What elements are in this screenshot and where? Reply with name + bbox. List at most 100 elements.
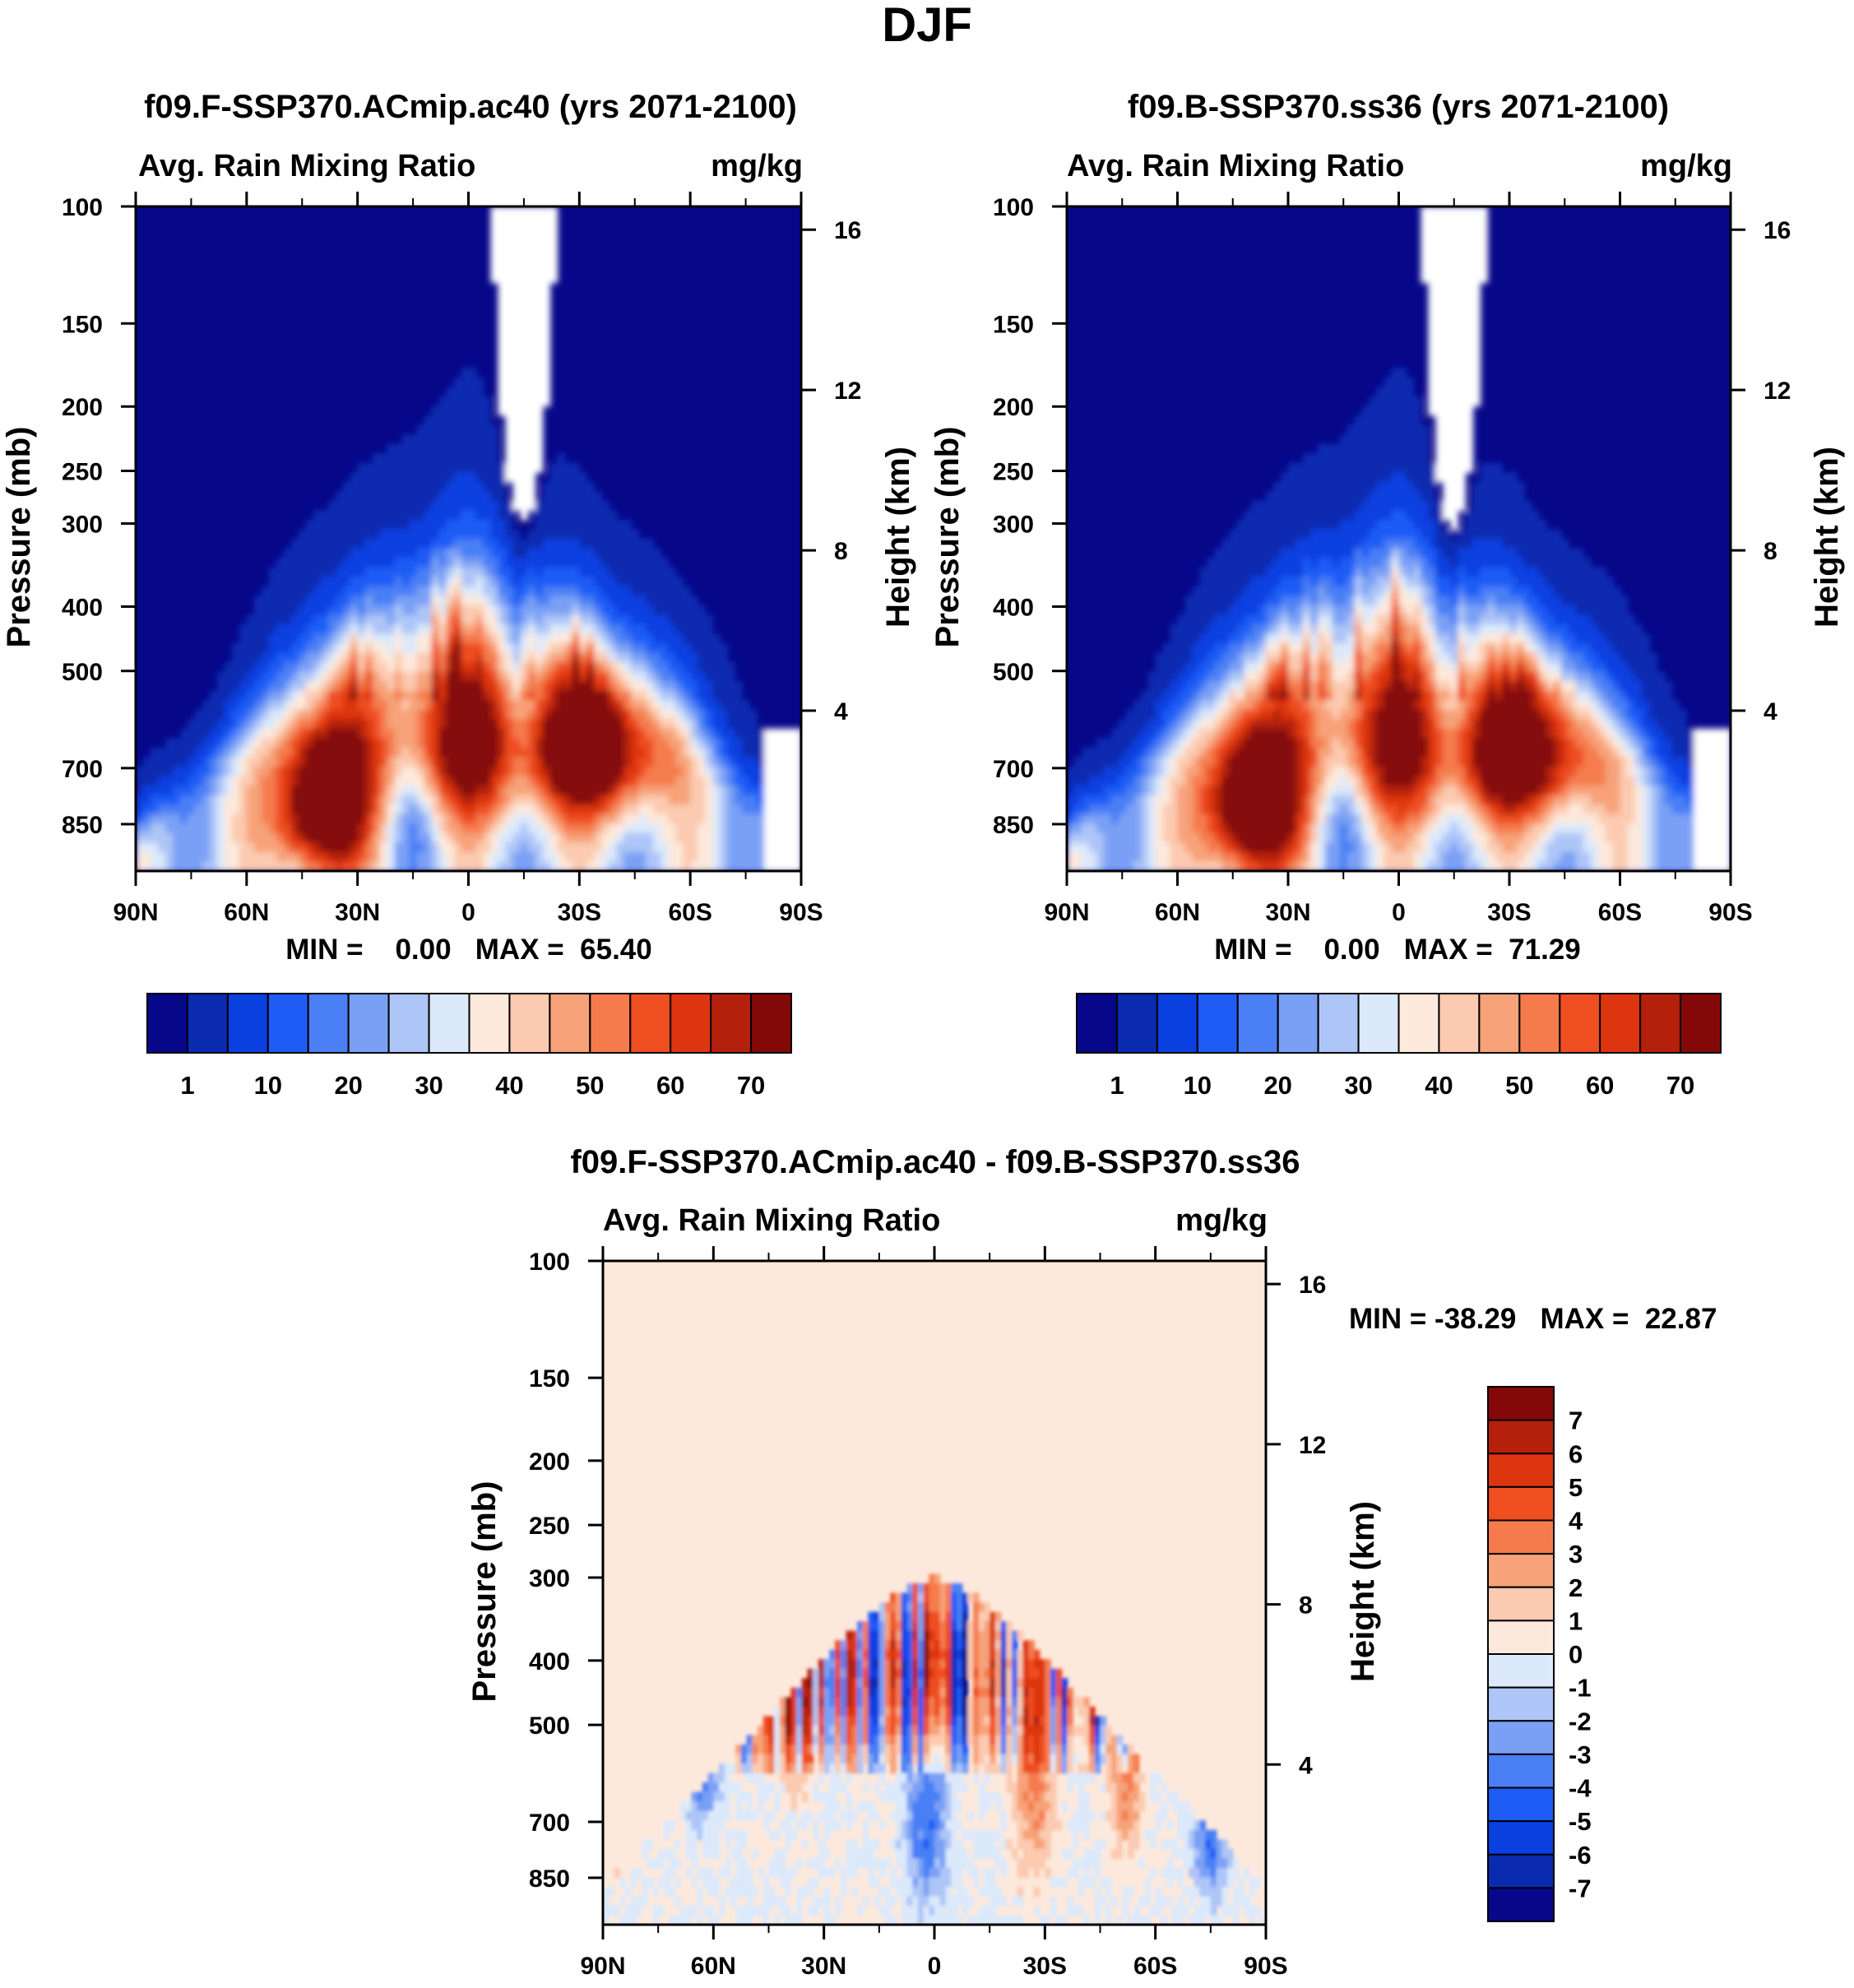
panel-1-cell — [335, 804, 344, 815]
panel-2-cell — [1398, 405, 1407, 416]
panel-1-cell — [616, 605, 625, 616]
panel-1-cell — [357, 462, 366, 474]
panel-2-cell — [1354, 681, 1363, 692]
panel-2-cell — [1376, 453, 1385, 464]
panel-1-cell — [490, 738, 499, 748]
panel-1-cell — [202, 747, 211, 758]
panel-1-cell — [261, 804, 270, 815]
panel-2-cell — [1147, 747, 1156, 758]
panel-1-cell — [557, 491, 566, 502]
panel-2-cell — [1354, 567, 1363, 578]
panel-1-cell — [520, 586, 529, 597]
panel-2-cell — [1221, 823, 1231, 834]
panel-1-cell — [342, 662, 351, 673]
panel-1-cell — [416, 861, 425, 871]
panel-1-cell — [527, 387, 536, 397]
panel-2-cell — [1288, 795, 1296, 806]
panel-1-cell — [468, 757, 477, 767]
panel-1-cell — [209, 690, 218, 702]
panel-1-cell — [490, 462, 499, 474]
panel-1-cell — [668, 767, 677, 777]
panel-2-cell — [1302, 491, 1311, 502]
panel-2-cell — [1361, 652, 1370, 663]
panel-1-cell — [224, 700, 233, 711]
panel-2-cell — [1214, 633, 1223, 644]
panel-2-cell — [1421, 842, 1430, 853]
panel-1-cell — [660, 823, 670, 834]
panel-1-cell — [505, 225, 514, 236]
panel-1-cell — [505, 234, 514, 246]
panel-1-cell — [623, 757, 633, 767]
panel-1-cell — [453, 424, 462, 435]
panel-1-cell — [431, 719, 440, 730]
panel-2-cell — [1332, 577, 1341, 587]
panel-2-cell — [1192, 861, 1201, 871]
panel-1-cell — [342, 719, 351, 730]
panel-1-cell — [216, 861, 225, 871]
panel-2-cell — [1170, 709, 1179, 721]
panel-1-cell — [631, 642, 640, 654]
panel-1-cell — [453, 738, 462, 748]
panel-2-cell — [1339, 719, 1348, 730]
panel-1-cell — [202, 767, 211, 777]
panel-1-cell — [461, 662, 470, 673]
panel-1-cell — [475, 510, 484, 521]
panel-1-cell — [564, 767, 573, 777]
panel-2-cell — [1207, 728, 1216, 739]
panel-2-cell — [1295, 558, 1304, 568]
panel-1-cell — [586, 776, 596, 787]
panel-1-cell — [335, 586, 344, 597]
panel-2-cell — [1332, 861, 1341, 871]
panel-2-cell — [1309, 633, 1319, 644]
panel-1-cell — [564, 614, 573, 625]
panel-2-cell — [1346, 548, 1356, 558]
panel-1-cell — [616, 690, 625, 702]
panel-2-cell — [1273, 548, 1282, 558]
panel-1-cell — [372, 671, 381, 683]
panel-1-cell — [794, 795, 801, 806]
panel-2-cell — [1332, 738, 1341, 748]
panel-1-cell — [638, 804, 647, 815]
panel-1-cell — [564, 595, 573, 606]
panel-2-cell — [1406, 567, 1415, 578]
panel-1-cell — [453, 823, 462, 834]
panel-2-cell — [1266, 842, 1274, 853]
panel-1-cell — [401, 491, 410, 502]
panel-1-cell — [631, 719, 640, 730]
panel-2-cell — [1177, 804, 1186, 815]
panel-2-cell — [1221, 832, 1231, 844]
panel-1-cell — [631, 633, 640, 644]
panel-1-title: f09.F-SSP370.ACmip.ac40 (yrs 2071-2100) — [144, 89, 797, 125]
panel-1-cell — [194, 823, 203, 834]
panel-1-cell — [512, 358, 521, 369]
panel-2-cell — [1317, 795, 1326, 806]
panel-2-cell — [1421, 614, 1430, 625]
panel-1-cell — [764, 795, 772, 806]
panel-1-cell — [557, 548, 566, 558]
panel-1-cell — [490, 671, 499, 683]
panel-1-cell — [535, 358, 544, 369]
panel-2-cell — [1324, 519, 1333, 531]
panel-1-cell — [461, 832, 470, 844]
panel-2-cell — [1354, 652, 1363, 663]
panel-2-cell — [1273, 795, 1282, 806]
panel-1-cell — [387, 861, 396, 871]
panel-1-cell — [483, 434, 492, 445]
panel-2-cell — [1354, 709, 1363, 721]
panel-1-cell — [431, 434, 440, 445]
panel-1-cell — [387, 719, 396, 730]
panel-1-cell — [490, 767, 499, 777]
panel-1-cell — [320, 757, 329, 767]
panel-1-cell — [313, 804, 322, 815]
panel-1-cell — [527, 832, 536, 844]
panel-1-cell — [446, 529, 455, 540]
panel-2-cell — [1199, 623, 1208, 635]
panel-1-cell — [327, 567, 336, 578]
panel-1-cell — [335, 823, 344, 834]
panel-1-cell — [357, 700, 366, 711]
panel-2-cell — [1332, 832, 1341, 844]
panel-2-cell — [1309, 681, 1319, 692]
panel-2-cell — [1266, 813, 1274, 825]
panel-1-cell — [609, 662, 618, 673]
panel-2-cell — [1251, 813, 1260, 825]
